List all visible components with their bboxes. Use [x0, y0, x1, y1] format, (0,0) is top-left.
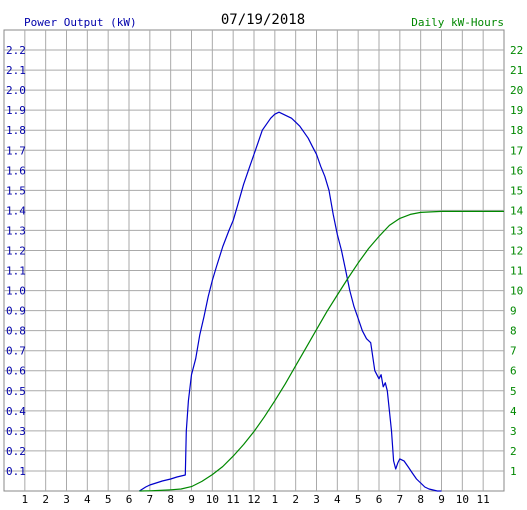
left-tick-label: 1.8: [6, 124, 26, 137]
left-tick-label: 1.0: [6, 285, 26, 298]
left-tick-label: 1.6: [6, 164, 26, 177]
right-tick-label: 19: [510, 104, 523, 117]
x-tick-label: 10: [206, 493, 219, 506]
left-tick-label: 1.4: [6, 204, 26, 217]
right-tick-label: 15: [510, 184, 523, 197]
right-tick-label: 9: [510, 305, 517, 318]
x-tick-label: 4: [84, 493, 91, 506]
right-tick-label: 2: [510, 445, 517, 458]
left-tick-label: 2.0: [6, 84, 26, 97]
x-tick-label: 11: [227, 493, 240, 506]
x-tick-label: 4: [334, 493, 341, 506]
right-tick-label: 20: [510, 84, 523, 97]
left-tick-label: 1.5: [6, 184, 26, 197]
x-tick-label: 9: [188, 493, 195, 506]
left-tick-label: 0.8: [6, 325, 26, 338]
x-tick-label: 5: [105, 493, 112, 506]
left-tick-label: 1.7: [6, 144, 26, 157]
left-axis-label: Power Output (kW): [24, 16, 137, 29]
x-tick-label: 8: [167, 493, 174, 506]
right-tick-label: 17: [510, 144, 523, 157]
right-tick-label: 11: [510, 265, 523, 278]
right-tick-label: 4: [510, 405, 517, 418]
right-tick-label: 7: [510, 345, 517, 358]
left-tick-label: 0.2: [6, 445, 26, 458]
right-tick-label: 10: [510, 285, 523, 298]
x-tick-label: 1: [22, 493, 29, 506]
x-tick-label: 2: [292, 493, 299, 506]
left-tick-label: 2.1: [6, 64, 26, 77]
power-output-line: [139, 111, 442, 492]
x-tick-label: 3: [313, 493, 320, 506]
right-tick-label: 16: [510, 164, 523, 177]
right-tick-label: 3: [510, 425, 517, 438]
x-tick-label: 1: [272, 493, 279, 506]
left-tick-label: 0.1: [6, 465, 26, 478]
left-tick-label: 1.9: [6, 104, 26, 117]
left-tick-label: 0.6: [6, 365, 26, 378]
x-tick-label: 7: [397, 493, 404, 506]
right-tick-label: 5: [510, 385, 517, 398]
left-tick-label: 1.2: [6, 244, 26, 257]
x-tick-label: 11: [477, 493, 490, 506]
x-tick-label: 8: [417, 493, 424, 506]
chart-title: 07/19/2018: [221, 12, 305, 28]
left-tick-label: 1.1: [6, 265, 26, 278]
right-tick-label: 13: [510, 224, 523, 237]
x-tick-label: 9: [438, 493, 445, 506]
right-tick-label: 12: [510, 244, 523, 257]
left-tick-label: 0.9: [6, 305, 26, 318]
left-tick-label: 0.5: [6, 385, 26, 398]
x-tick-label: 2: [42, 493, 49, 506]
left-tick-label: 0.4: [6, 405, 26, 418]
x-tick-label: 6: [376, 493, 383, 506]
right-tick-label: 1: [510, 465, 517, 478]
x-tick-label: 6: [126, 493, 133, 506]
x-tick-label: 5: [355, 493, 362, 506]
left-tick-label: 0.3: [6, 425, 26, 438]
left-tick-label: 0.7: [6, 345, 26, 358]
x-tick-label: 7: [147, 493, 154, 506]
right-tick-label: 14: [510, 204, 524, 217]
right-axis-label: Daily kW-Hours: [411, 16, 504, 29]
right-tick-label: 18: [510, 124, 523, 137]
plot-area: 1 2 3 4 5 6 7 8 9 10 11 12 1 2 3 4 5 6 7 8 9 10 110.10.20.30.4…: [3, 29, 524, 506]
right-tick-label: 6: [510, 365, 517, 378]
x-tick-label: 12: [247, 493, 260, 506]
left-tick-label: 2.2: [6, 44, 26, 57]
x-tick-label: 10: [456, 493, 469, 506]
right-tick-label: 8: [510, 325, 517, 338]
right-tick-label: 22: [510, 44, 523, 57]
left-tick-label: 1.3: [6, 224, 26, 237]
right-tick-label: 21: [510, 64, 523, 77]
daily-energy-line: [139, 210, 504, 492]
x-tick-label: 3: [63, 493, 70, 506]
